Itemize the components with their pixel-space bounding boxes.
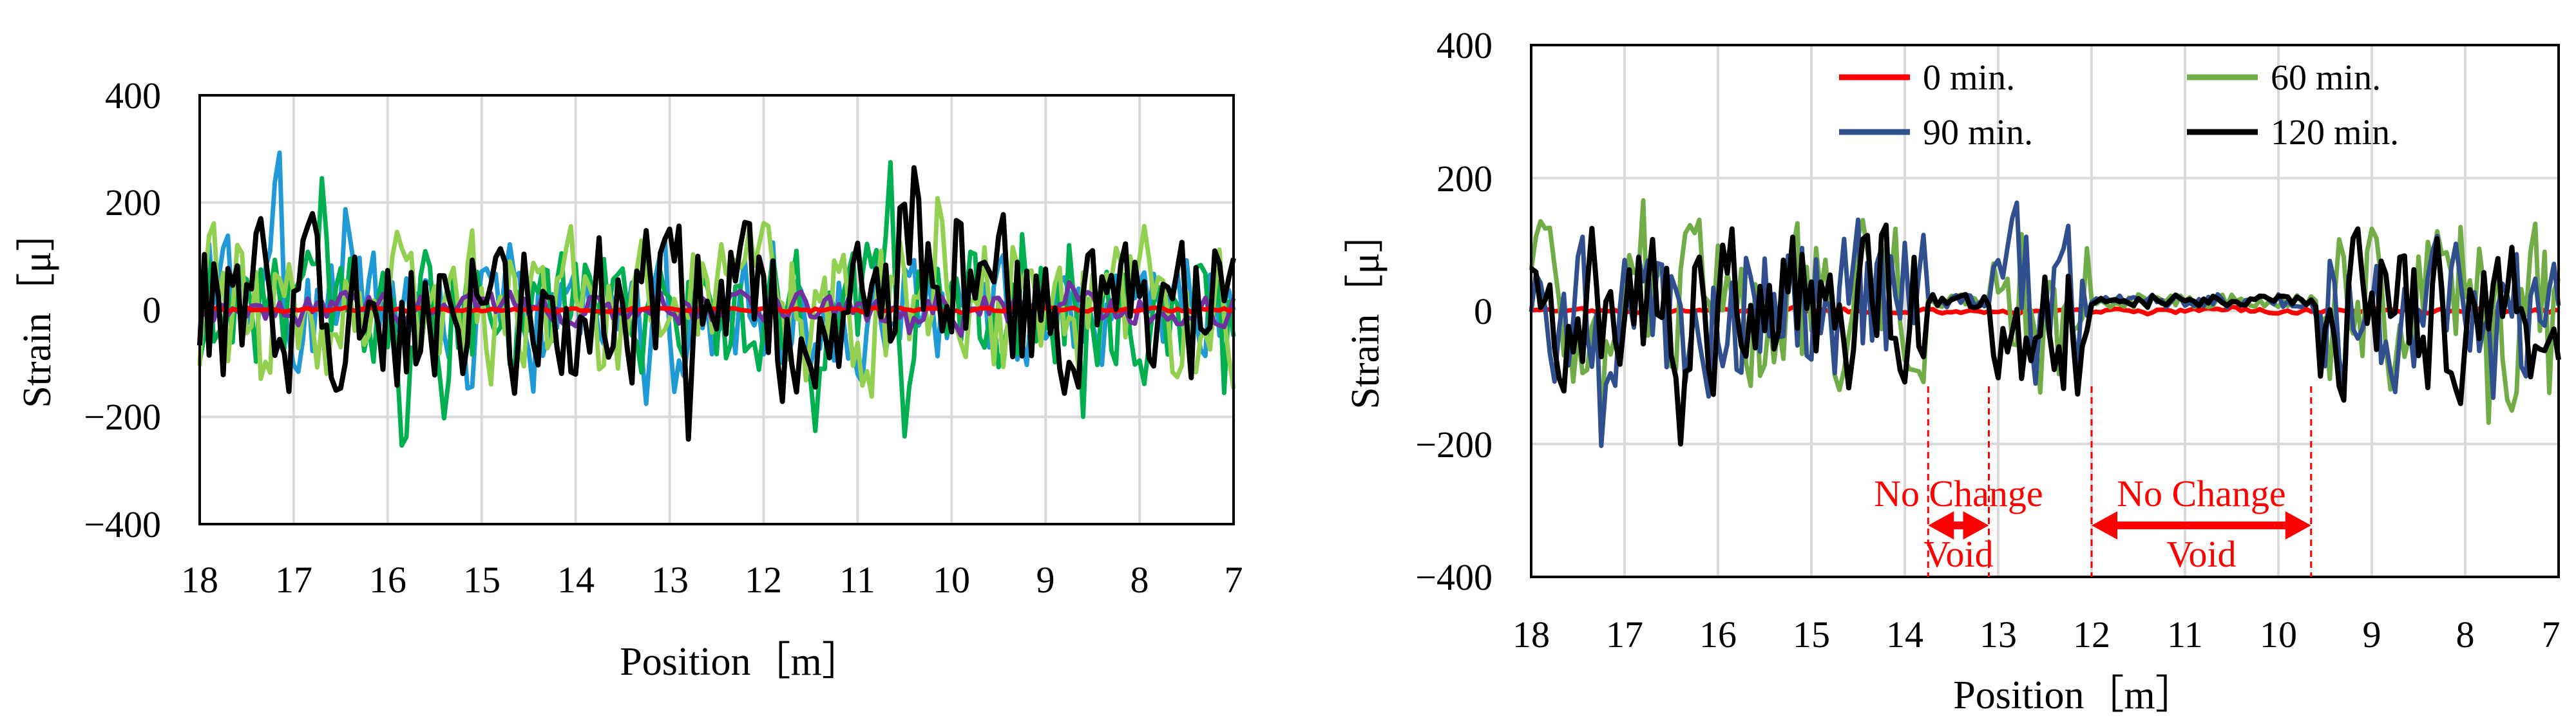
annotation-arrowhead-left [2092,511,2117,540]
series-line-5 [197,165,1236,442]
legend-entry-120-min: 120 min. [2187,113,2399,153]
y-tick-label: −400 [84,504,161,545]
legend-label: 120 min. [2271,113,2399,153]
x-tick-labels-right: 18 17 16 15 14 13 12 11 10 9 8 7 [1512,614,2561,655]
legend: 0 min. 60 min. 90 min. 120 min. [1839,58,2399,153]
x-tick-label: 18 [181,559,218,601]
y-tick-label: −200 [84,396,161,438]
annotation-arrowhead-left [1928,511,1954,540]
x-tick-label: 11 [2167,614,2203,655]
chart-right: 0 min. 60 min. 90 min. 120 min. No Chang… [1344,24,2561,717]
x-axis-label-left: Position［m］ [620,640,862,684]
x-tick-label: 8 [2456,614,2475,655]
annotation-label-top: No Change [1874,473,2043,514]
plot-frame-left [198,94,1235,525]
y-tick-label: −400 [1415,556,1493,598]
x-tick-label: 13 [1980,614,2017,655]
y-tick-labels-right: 400 200 0 −200 −400 [1415,24,1493,598]
legend-label: 60 min. [2271,58,2381,98]
y-tick-label: 0 [1474,290,1493,332]
x-tick-label: 10 [2260,614,2297,655]
annotation-label-top: No Change [2117,473,2286,514]
y-axis-label-right: Strain［μ］ [1344,212,1388,409]
series-line-2 [197,196,1236,399]
legend-entry-90-min: 90 min. [1839,113,2033,153]
x-tick-label: 13 [651,559,689,601]
x-tick-labels-left: 18 17 16 15 14 13 12 11 10 9 8 7 [181,559,1243,601]
plot-frame-right [1530,44,2560,578]
legend-entry-0-min: 0 min. [1839,58,2015,98]
x-tick-label: 16 [1699,614,1737,655]
series-line-120-min- [1529,222,2561,447]
y-axis-label-left: Strain［μ］ [15,211,59,408]
x-tick-label: 17 [1606,614,1643,655]
y-tick-label: −200 [1415,424,1493,466]
legend-label: 90 min. [1923,113,2033,153]
y-tick-label: 200 [105,182,161,223]
x-tick-label: 9 [1036,559,1055,601]
x-tick-label: 12 [745,559,782,601]
annotation-arrowhead-right [2285,511,2311,540]
x-tick-label: 14 [1886,614,1923,655]
x-tick-label: 11 [839,559,875,601]
annotations: No Change Void No Change Void [1874,386,2313,577]
x-tick-label: 10 [933,559,970,601]
legend-entry-60-min: 60 min. [2187,58,2381,98]
y-tick-label: 0 [142,289,161,331]
x-tick-label: 9 [2363,614,2381,655]
y-tick-labels-left: 400 200 0 −200 −400 [84,75,161,545]
x-tick-label: 15 [463,559,501,601]
x-tick-label: 7 [1225,559,1243,601]
y-tick-label: 400 [1436,24,1493,66]
x-tick-label: 12 [2073,614,2110,655]
x-tick-label: 17 [275,559,312,601]
legend-label: 0 min. [1923,58,2015,98]
series-group-right [1529,198,2561,448]
chart-left: 400 200 0 −200 −400 18 17 16 15 14 13 12… [15,75,1243,684]
x-tick-label: 18 [1512,614,1550,655]
annotation-label-bottom: Void [2166,533,2237,575]
y-tick-label: 400 [105,75,161,117]
series-group-left [197,150,1236,448]
x-tick-label: 8 [1131,559,1149,601]
x-tick-label: 16 [369,559,406,601]
y-tick-label: 200 [1436,158,1493,200]
annotation-void-0: No Change Void [1874,386,2043,577]
annotation-label-bottom: Void [1923,533,1994,575]
x-tick-label: 14 [557,559,595,601]
annotation-arrowhead-right [1963,511,1989,540]
annotation-void-1: No Change Void [2090,386,2313,577]
x-tick-label: 15 [1793,614,1830,655]
x-axis-label-right: Position［m］ [1953,673,2195,717]
x-tick-label: 7 [2542,614,2561,655]
